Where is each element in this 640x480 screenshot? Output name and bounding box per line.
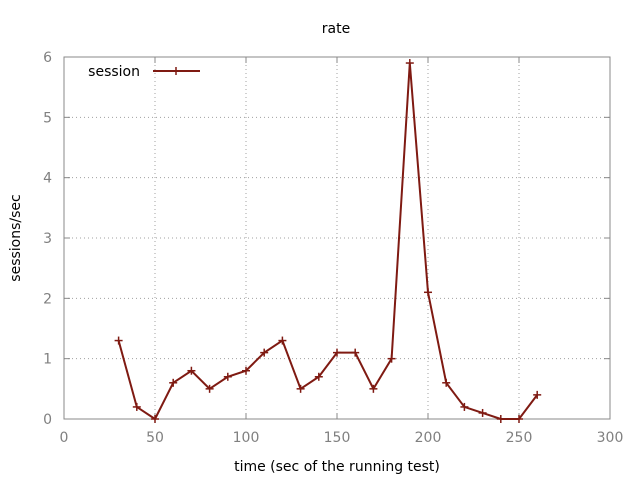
y-axis-title: sessions/sec [8,194,24,281]
chart-title: rate [322,21,350,37]
data-point [515,415,523,423]
data-point [496,415,505,423]
x-tick-label: 0 [60,430,69,446]
data-point [205,384,214,393]
data-point [114,336,123,345]
legend: session [88,64,200,80]
data-point [169,378,178,387]
legend-marker [172,67,180,75]
data-point [369,384,378,393]
data-point [278,336,287,345]
series-line-session [117,62,538,421]
data-point [132,402,141,411]
data-point [333,348,341,357]
data-point [533,390,542,399]
y-tick-label: 2 [43,291,52,307]
x-tick-label: 50 [146,430,164,446]
data-point [478,408,487,417]
x-axis: 0 50 100 150 200 250 300 [60,57,624,446]
x-tick-label: 150 [324,430,351,446]
grid [64,57,610,419]
data-point [151,415,159,423]
data-point [351,348,360,357]
data-point [460,402,469,411]
data-point [314,372,323,381]
y-tick-label: 1 [43,352,52,368]
y-tick-label: 5 [43,110,52,126]
x-axis-title: time (sec of the running test) [234,459,440,475]
legend-label-session: session [88,64,140,80]
legend-sample-session [153,67,200,75]
x-tick-label: 200 [415,430,442,446]
data-point [260,348,269,357]
y-axis: 0 1 2 3 4 5 6 [43,50,610,428]
x-tick-label: 300 [597,430,624,446]
data-point [223,372,232,381]
data-point [424,288,432,297]
y-tick-label: 3 [43,231,52,247]
data-point [387,354,396,363]
y-tick-label: 4 [43,171,52,187]
x-tick-label: 100 [233,430,260,446]
data-point [442,378,451,387]
x-tick-label: 250 [506,430,533,446]
data-point [187,366,196,375]
data-point [242,366,250,375]
series-layer [114,59,542,423]
y-tick-label: 6 [43,50,52,66]
data-point [296,384,305,393]
y-tick-label: 0 [43,412,52,428]
data-point [405,59,414,68]
